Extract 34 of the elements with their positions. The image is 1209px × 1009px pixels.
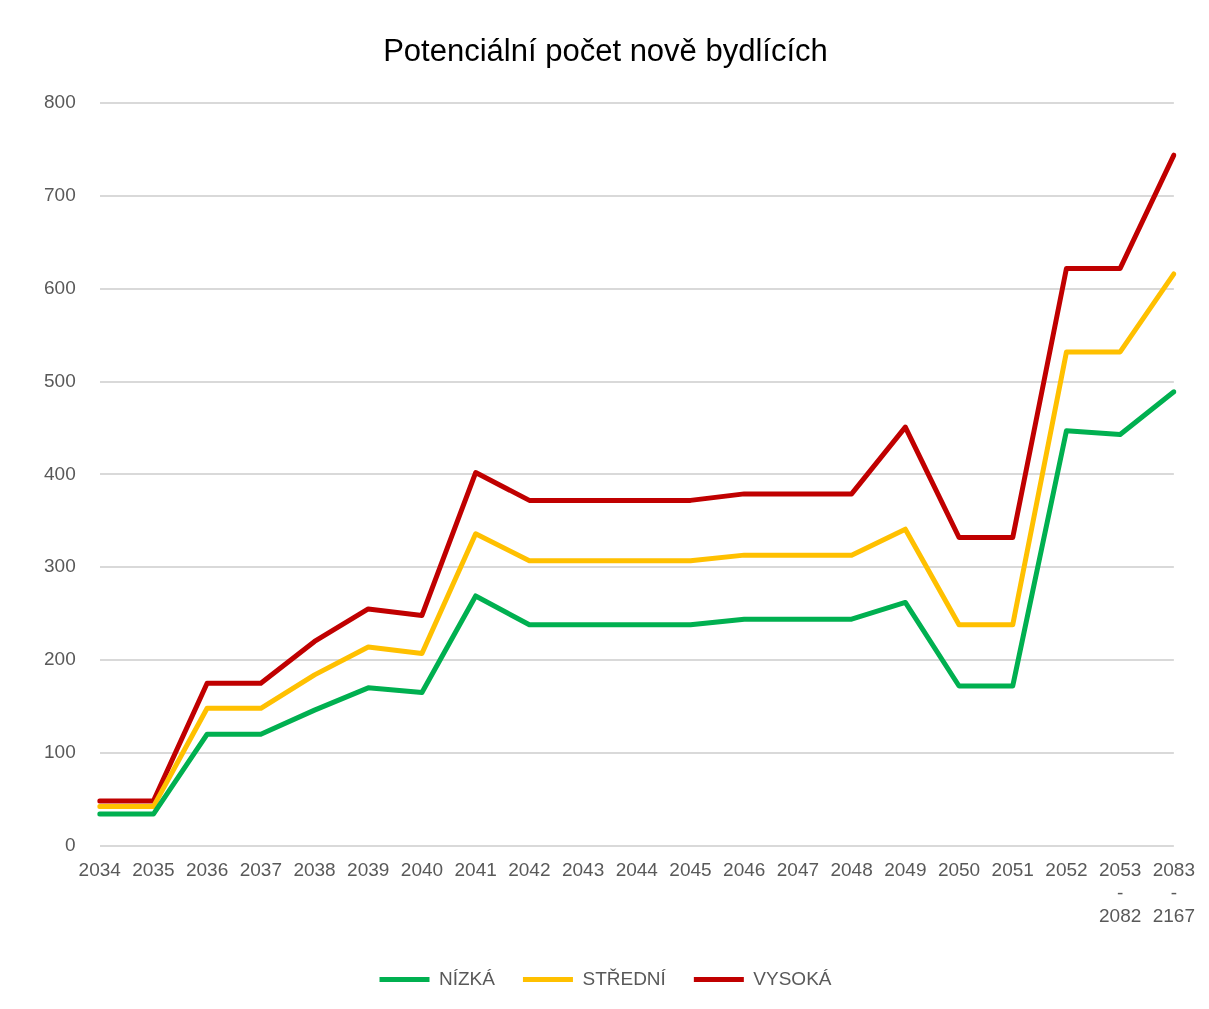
legend-label: VYSOKÁ <box>753 967 832 989</box>
y-tick-label: 500 <box>44 369 76 391</box>
x-tick-label: 2049 <box>884 859 927 881</box>
x-tick-label: 2034 <box>78 859 122 881</box>
y-tick-label: 300 <box>44 555 76 577</box>
x-tick-label: 2035 <box>132 859 175 881</box>
legend-label: STŘEDNÍ <box>582 967 667 989</box>
y-tick-label: 400 <box>44 462 76 484</box>
y-tick-label: 200 <box>44 648 76 670</box>
y-tick-label: 100 <box>44 741 76 763</box>
x-tick-label: 2040 <box>400 859 444 881</box>
x-tick-label: 2045 <box>669 859 712 881</box>
legend-label: NÍZKÁ <box>439 967 496 989</box>
x-tick-label: 2037 <box>239 859 282 881</box>
x-tick-label: 2038 <box>293 859 336 881</box>
chart-title: Potenciální počet nově bydlících <box>383 33 828 69</box>
x-tick-label: 2039 <box>347 859 390 881</box>
x-tick-label: 2048 <box>830 859 873 881</box>
y-tick-label: 0 <box>65 833 76 855</box>
x-tick-label: 2047 <box>776 859 820 881</box>
x-tick-label: 2053 - 2082 <box>1099 859 1142 926</box>
y-tick-label: 800 <box>44 91 76 113</box>
x-tick-label: 2043 <box>561 859 605 881</box>
x-tick-label: 2042 <box>508 859 551 881</box>
y-tick-label: 700 <box>44 184 76 206</box>
x-tick-label: 2041 <box>454 859 497 881</box>
x-tick-label: 2052 <box>1045 859 1088 881</box>
x-tick-label: 2083 - 2167 <box>1152 859 1196 926</box>
x-tick-label: 2044 <box>615 859 659 881</box>
x-tick-label: 2046 <box>723 859 766 881</box>
x-tick-label: 2051 <box>991 859 1034 881</box>
x-tick-label: 2050 <box>937 859 981 881</box>
y-tick-label: 600 <box>44 277 76 299</box>
x-tick-label: 2036 <box>185 859 229 881</box>
